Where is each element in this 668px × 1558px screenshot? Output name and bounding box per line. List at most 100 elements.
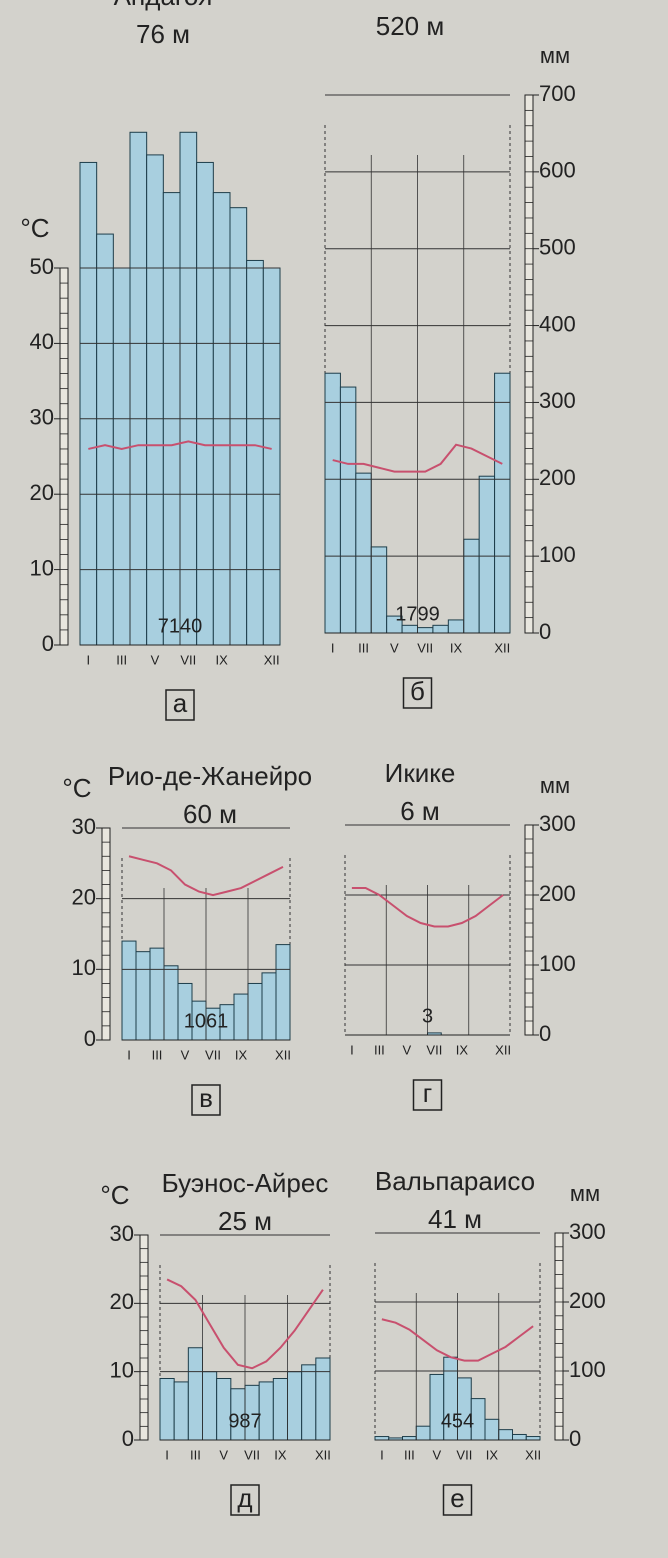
temperature-line	[381, 1318, 534, 1362]
temperature-line	[351, 887, 504, 928]
month-label: IX	[216, 652, 229, 667]
precip-bar	[478, 475, 496, 634]
precip-bar	[233, 993, 249, 1041]
month-label: IX	[450, 640, 463, 655]
axis-ladder	[524, 94, 534, 634]
y2-tick-label: 100	[539, 951, 576, 976]
diagram-letter: е	[450, 1483, 464, 1513]
precip-bar	[494, 372, 511, 634]
precip-bar	[401, 624, 419, 634]
month-label: VII	[180, 652, 196, 667]
precip-bar	[272, 1378, 289, 1441]
month-label: VII	[456, 1447, 472, 1462]
altitude: 76 м	[136, 19, 190, 49]
altitude: 60 м	[183, 799, 237, 829]
month-label: III	[116, 652, 127, 667]
y2-tick-label: 200	[539, 881, 576, 906]
precip-bar	[315, 1357, 331, 1441]
y2-tick-label: 600	[539, 158, 576, 183]
month-label: V	[151, 652, 160, 667]
precip-bar	[246, 259, 264, 646]
label-box	[412, 1079, 443, 1111]
total-precip: 1061	[184, 1010, 229, 1032]
y-tick-label: 30	[72, 814, 96, 839]
y2-tick-label: 100	[539, 542, 576, 567]
precip-bar	[121, 940, 137, 1041]
month-label: IX	[274, 1447, 287, 1462]
axis-ladder	[59, 267, 69, 646]
y2-tick-label: 300	[539, 811, 576, 836]
month-label: III	[358, 640, 369, 655]
y2-tick-label: 100	[569, 1357, 606, 1382]
y-tick-label: 30	[110, 1221, 134, 1246]
total-precip: 987	[228, 1410, 261, 1432]
y2-tick-label: 400	[539, 311, 576, 336]
month-label: I	[87, 652, 91, 667]
temperature-line	[166, 1278, 324, 1370]
diagram-letter: в	[199, 1083, 213, 1113]
y2-tick-label: 0	[539, 619, 551, 644]
month-label: V	[433, 1447, 442, 1462]
y-tick-label: 40	[30, 329, 54, 354]
month-label: V	[403, 1042, 412, 1057]
y-tick-label: 30	[30, 405, 54, 430]
precip-bar	[179, 131, 198, 646]
month-label: XII	[525, 1447, 541, 1462]
precip-bar	[159, 1378, 175, 1441]
axis-ladder	[101, 827, 111, 1041]
axis-ladder	[554, 1232, 564, 1441]
month-label: V	[181, 1047, 190, 1062]
diagram-letter: а	[173, 688, 188, 718]
precip-bar	[370, 546, 388, 634]
y2-unit: мм	[570, 1181, 600, 1206]
diagram-letter: г	[423, 1078, 432, 1108]
month-label: XII	[495, 1042, 511, 1057]
precip-bar	[512, 1433, 527, 1441]
precip-bar	[196, 161, 214, 646]
label-box	[442, 1484, 473, 1516]
axis-ladder	[524, 824, 534, 1036]
temperature-line	[128, 855, 284, 897]
month-label: III	[374, 1042, 385, 1057]
y-tick-label: 10	[30, 555, 54, 580]
precip-bar	[415, 1425, 431, 1441]
precip-bar	[146, 154, 164, 646]
precip-bar	[261, 972, 277, 1041]
total-precip: 1799	[395, 603, 440, 625]
precip-bar	[287, 1371, 303, 1441]
label-box	[165, 689, 195, 721]
precip-bar	[355, 472, 372, 634]
precip-bar	[463, 538, 480, 634]
month-label: I	[380, 1447, 384, 1462]
precip-bar	[163, 965, 179, 1041]
precip-bar	[149, 947, 165, 1041]
precip-bar	[447, 619, 465, 634]
y2-tick-label: 0	[539, 1021, 551, 1046]
y-tick-label: 50	[30, 254, 54, 279]
precip-bar	[79, 161, 98, 646]
month-label: VII	[205, 1047, 221, 1062]
y-tick-label: 20	[72, 884, 96, 909]
precip-bar	[324, 372, 341, 634]
month-label: XII	[494, 640, 510, 655]
precip-bar	[202, 1371, 218, 1441]
precip-bar	[301, 1364, 317, 1441]
month-label: VII	[244, 1447, 260, 1462]
precip-bar	[374, 1436, 390, 1441]
month-label: I	[331, 640, 335, 655]
label-box	[191, 1084, 221, 1116]
y-tick-label: 10	[72, 955, 96, 980]
altitude: 41 м	[428, 1204, 482, 1234]
total-precip: 7140	[158, 615, 203, 637]
month-label: IX	[235, 1047, 248, 1062]
y2-tick-label: 0	[569, 1426, 581, 1451]
month-label: I	[165, 1447, 169, 1462]
y-tick-label: 0	[84, 1026, 96, 1051]
axis-ladder	[139, 1234, 149, 1441]
precip-bar	[135, 951, 151, 1041]
label-box	[230, 1484, 260, 1516]
station-name: Икике	[385, 758, 456, 788]
y-tick-label: 0	[122, 1426, 134, 1451]
precip-bar	[275, 944, 291, 1041]
precip-bar	[498, 1429, 513, 1441]
